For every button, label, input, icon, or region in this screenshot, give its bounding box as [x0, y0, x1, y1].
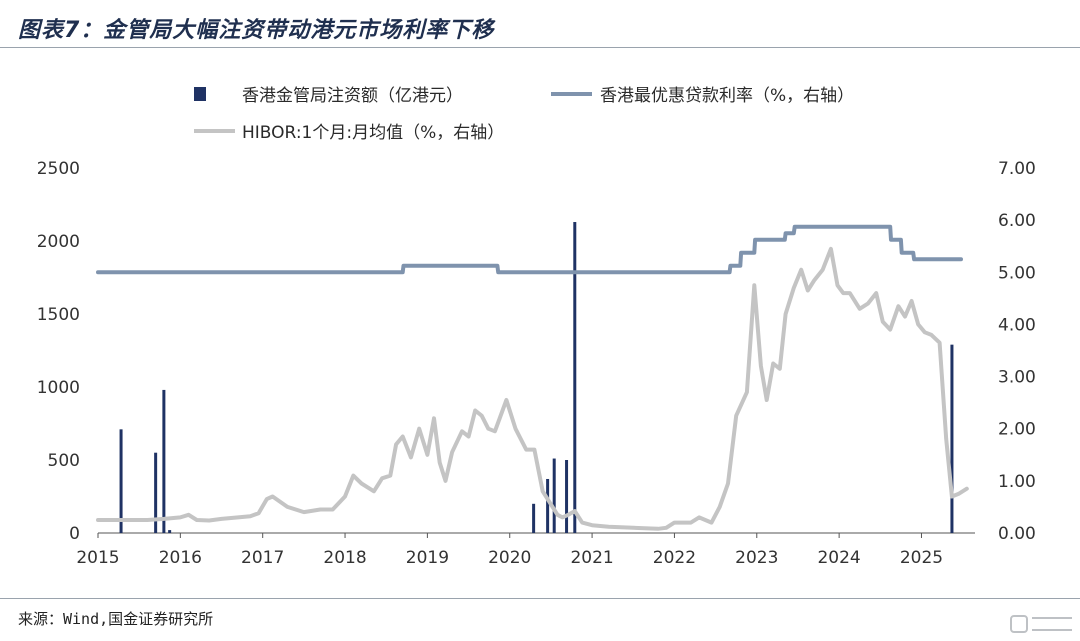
legend: 香港金管局注资额（亿港元） 香港最优惠贷款利率（%，右轴） HIBOR:1个月:…: [194, 86, 854, 143]
x-tick-label: 2022: [653, 548, 696, 568]
y-left-tick-label: 1500: [37, 305, 80, 325]
legend-label-prime: 香港最优惠贷款利率（%，右轴）: [600, 86, 854, 106]
x-tick-label: 2025: [900, 548, 943, 568]
y-right-tick-label: 2.00: [998, 420, 1036, 440]
legend-label-hibor: HIBOR:1个月:月均值（%，右轴）: [242, 123, 504, 143]
x-tick-label: 2015: [76, 548, 119, 568]
y-left-tick-label: 0: [69, 524, 80, 544]
x-tick-label: 2024: [817, 548, 860, 568]
y-right-tick-label: 0.00: [998, 524, 1036, 544]
axis-layer: 2015 2016 2017 2018 2019 2020 2021 2022 2023 2024…: [37, 159, 1036, 568]
injection-bar: [950, 344, 954, 533]
top-rule: [0, 47, 1080, 48]
x-tick-label: 2017: [241, 548, 284, 568]
y-left-tick-label: 500: [48, 451, 80, 471]
x-tick-label: 2019: [406, 548, 449, 568]
injection-bar: [154, 452, 158, 533]
injection-bar: [546, 478, 550, 533]
source-note: 来源：Wind,国金证券研究所: [18, 610, 214, 628]
y-left-tick-label: 2000: [37, 232, 80, 252]
y-right-tick-label: 5.00: [998, 263, 1036, 283]
injection-bars: [119, 222, 954, 533]
y-left-tick-label: 1000: [37, 378, 80, 398]
injection-bar: [168, 530, 172, 533]
injection-bar: [532, 503, 536, 533]
bottom-rule: [0, 598, 1080, 599]
injection-bar: [552, 458, 556, 533]
x-tick-label: 2021: [570, 548, 613, 568]
y-left-tick-label: 2500: [37, 159, 80, 179]
y-right-tick-label: 4.00: [998, 315, 1036, 335]
rate-lines: [96, 224, 969, 531]
injection-bar: [565, 460, 569, 533]
y-right-tick-label: 3.00: [998, 368, 1036, 388]
x-tick-label: 2016: [159, 548, 202, 568]
injection-bar: [162, 389, 166, 533]
x-tick-label: 2023: [735, 548, 778, 568]
watermark-logo: [1010, 612, 1072, 636]
chart-title: 图表7：金管局大幅注资带动港元市场利率下移: [18, 18, 495, 43]
y-right-tick-label: 6.00: [998, 211, 1036, 231]
x-tick-label: 2018: [323, 548, 366, 568]
prime-rate-line: [96, 224, 963, 275]
hibor-line: [96, 246, 969, 531]
y-right-tick-label: 1.00: [998, 472, 1036, 492]
injection-bar: [573, 222, 577, 533]
legend-label-injection: 香港金管局注资额（亿港元）: [242, 86, 463, 106]
watermark-mark: [1032, 617, 1072, 631]
x-tick-label: 2020: [488, 548, 531, 568]
legend-swatch-injection: [194, 87, 206, 101]
watermark-icon: [1010, 615, 1028, 633]
injection-bar: [119, 429, 123, 533]
y-right-tick-label: 7.00: [998, 159, 1036, 179]
